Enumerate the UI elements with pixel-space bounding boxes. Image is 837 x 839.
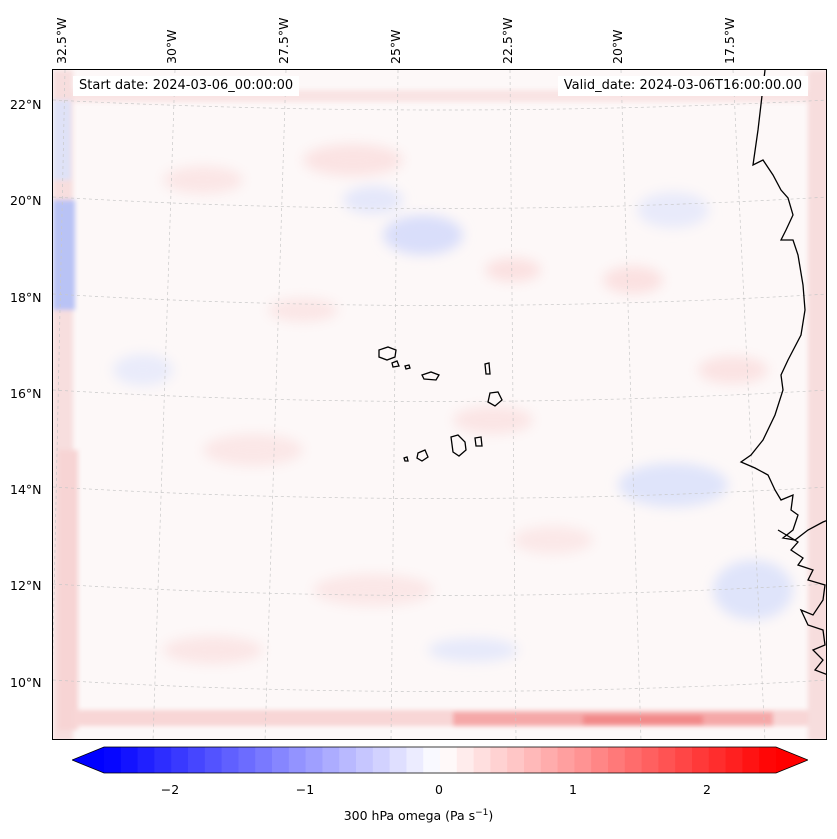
graticule (53, 70, 826, 739)
field-background (53, 70, 826, 739)
colorbar-extend-max (776, 747, 808, 773)
valid-date-label: Valid_date: 2024-03-06T16:00:00.00 (557, 76, 808, 96)
lat-label-10n: 10°N (10, 675, 42, 690)
colorbar-segment (188, 747, 206, 773)
colorbar-segment (507, 747, 525, 773)
colorbar-segment (104, 747, 122, 773)
colorbar-segment (490, 747, 508, 773)
coastline (739, 70, 826, 675)
lon-label-20w: 20°W (610, 29, 625, 64)
colorbar-tick-label: −1 (295, 782, 315, 797)
lat-label-16n: 16°N (10, 386, 42, 401)
colorbar-segment (204, 747, 223, 773)
colorbar-segment (473, 747, 491, 773)
colorbar-segment (305, 747, 323, 773)
colorbar-segment (725, 747, 743, 773)
lat-label-20n: 20°N (10, 193, 42, 208)
colorbar-segment (356, 747, 374, 773)
lat-label-22n: 22°N (10, 97, 42, 112)
colorbar-tick-label: 2 (703, 782, 711, 797)
map-panel (52, 69, 827, 740)
lon-label-27-5w: 27.5°W (276, 17, 291, 64)
colorbar-segment (540, 747, 559, 773)
colorbar-outline (72, 746, 808, 774)
lat-label-18n: 18°N (10, 290, 42, 305)
colorbar-segment (692, 747, 710, 773)
colorbar-segment (372, 747, 391, 773)
colorbar-segment (524, 747, 542, 773)
lon-label-25w: 25°W (388, 29, 403, 64)
colorbar-segment (759, 747, 777, 773)
colorbar-segment (221, 747, 239, 773)
lon-label-22-5w: 22.5°W (500, 17, 515, 64)
colorbar-segment (288, 747, 307, 773)
omega-map (53, 70, 826, 739)
field-blobs (113, 144, 793, 664)
colorbar-segment (742, 747, 760, 773)
colorbar-segment (406, 747, 424, 773)
colorbar-segment (137, 747, 155, 773)
colorbar-segment (322, 747, 340, 773)
colorbar-segment (675, 747, 693, 773)
lat-label-14n: 14°N (10, 482, 42, 497)
colorbar (72, 746, 808, 774)
colorbar-tick-label: −2 (160, 782, 180, 797)
colorbar-segment (154, 747, 172, 773)
colorbar-caption: 300 hPa omega (Pa s−1) (0, 808, 837, 823)
colorbar-tick-label: 1 (569, 782, 577, 797)
caption-text: 300 hPa omega (Pa s (343, 808, 476, 824)
colorbar-segment (171, 747, 189, 773)
colorbar-segment (574, 747, 592, 773)
colorbar-segment (591, 747, 609, 773)
lon-label-30w: 30°W (164, 29, 179, 64)
colorbar-segment (255, 747, 273, 773)
colorbar-segment (389, 747, 407, 773)
colorbar-segment (624, 747, 643, 773)
colorbar-segment (641, 747, 659, 773)
lon-label-17-5w: 17.5°W (722, 17, 737, 64)
colorbar-segment (557, 747, 575, 773)
colorbar-segment (423, 747, 441, 773)
start-date-label: Start date: 2024-03-06_00:00:00 (73, 76, 300, 96)
lon-label-32-5w: 32.5°W (54, 17, 69, 64)
colorbar-segment (440, 747, 458, 773)
colorbar-segment (238, 747, 256, 773)
caption-suffix: ) (488, 808, 494, 824)
colorbar-extend-min (72, 747, 104, 773)
colorbar-segment (708, 747, 727, 773)
colorbar-segment (658, 747, 676, 773)
colorbar-segment (120, 747, 139, 773)
cape-verde-islands (378, 346, 503, 462)
colorbar-segment (456, 747, 475, 773)
colorbar-segment (608, 747, 626, 773)
colorbar-tick-label: 0 (435, 782, 443, 797)
colorbar-segment (272, 747, 290, 773)
lat-label-12n: 12°N (10, 578, 42, 593)
caption-exponent: −1 (475, 808, 489, 818)
colorbar-segment (339, 747, 357, 773)
